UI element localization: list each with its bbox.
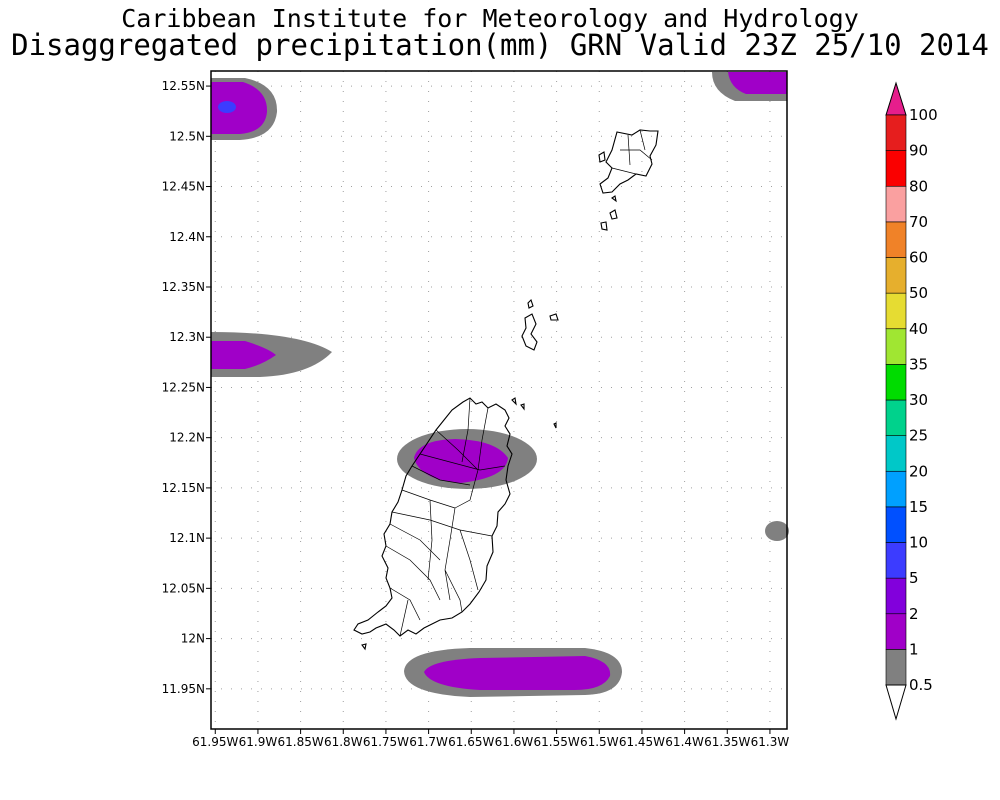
carriacou-parish-lines [611,129,653,175]
lat-tick-label: 12.3N [169,330,205,344]
rain-area-blue [218,101,236,113]
lat-tick-label: 11.95N [162,682,205,696]
colorbar-label: 15 [909,498,928,516]
colorbar-label: 90 [909,142,928,160]
rain-area-gray [765,521,789,541]
colorbar-swatch [885,292,907,330]
colorbar-bottom-arrow [885,684,907,721]
rain-area-purple [728,72,787,94]
colorbar-swatch [885,257,907,294]
colorbar-label: 80 [909,177,928,195]
colorbar-swatch [885,542,907,579]
lon-tick-label: 61.55W [533,735,579,749]
lat-tick-label: 12.25N [162,380,205,394]
carriacou-coastline [599,129,659,194]
colorbar-swatch [885,470,907,508]
colorbar-label: 0.5 [909,676,933,694]
lat-tick-label: 12.4N [169,230,205,244]
colorbar-label: 60 [909,249,928,267]
lat-tick-label: 12.55N [162,79,205,93]
islet [600,221,608,231]
lon-tick-label: 61.6W [495,735,534,749]
colorbar-swatch [885,399,907,436]
lat-tick-label: 12.45N [162,180,205,194]
island-outlines [353,129,659,651]
rain-area-purple [414,439,508,483]
islet [527,298,534,309]
colorbar-label: 30 [909,391,928,409]
colorbar-swatch [885,221,907,258]
rain-area-purple [211,82,268,134]
lat-tick-label: 12.5N [169,129,205,143]
islet [511,397,517,406]
lon-tick-label: 61.35W [704,735,750,749]
rain-area-purple [424,656,611,690]
islet [549,313,559,321]
colorbar-label: 1 [909,640,919,658]
islet [520,403,525,411]
colorbar-swatch [885,613,907,650]
islet [598,151,606,163]
colorbar-label: 100 [909,106,938,124]
lat-tick-label: 12.05N [162,581,205,595]
latitude-labels: 12.55N 12.5N 12.45N 12.4N 12.35N 12.3N 12.25N 1… [162,79,211,696]
chart-title: Caribbean Institute for Meteorology and … [121,4,859,33]
lat-tick-label: 12N [181,632,205,646]
lat-tick-label: 12.35N [162,280,205,294]
colorbar-swatch [885,435,907,472]
grenada-parish-lines [385,397,506,637]
lon-tick-label: 61.65W [448,735,494,749]
islet [553,422,557,429]
colorbar-label: 50 [909,284,928,302]
colorbar-label: 20 [909,462,928,480]
lon-tick-label: 61.7W [409,735,448,749]
ronde-island [521,313,538,351]
lon-tick-label: 61.95W [192,735,238,749]
islet [611,195,617,203]
colorbar-swatch [885,364,907,401]
colorbar-swatch [885,649,907,686]
lat-tick-label: 12.2N [169,431,205,445]
colorbar-label: 25 [909,427,928,445]
lon-tick-label: 61.8W [324,735,363,749]
longitude-labels: 61.95W 61.9W 61.85W 61.8W 61.75W 61.7W 61.65W 6… [192,729,789,749]
lon-tick-label: 61.4W [665,735,704,749]
lon-tick-label: 61.85W [277,735,323,749]
colorbar-swatch [885,577,907,615]
lon-tick-label: 61.75W [363,735,409,749]
chart-subtitle: Disaggregated precipitation(mm) GRN Vali… [11,28,989,62]
lat-tick-label: 12.1N [169,531,205,545]
map-frame [210,70,788,730]
colorbar-label: 5 [909,569,919,587]
colorbar-label: 2 [909,605,919,623]
colorbar-swatch [885,185,907,223]
colorbar-swatch [885,114,907,151]
rain-area-purple [211,341,276,369]
colorbar-swatch [885,150,907,187]
colorbar-label: 35 [909,355,928,373]
colorbar-swatch [885,506,907,543]
islet [361,643,367,651]
lon-tick-label: 61.9W [239,735,278,749]
colorbar-top-arrow [885,81,907,116]
lon-tick-label: 61.45W [619,735,665,749]
map-gridlines [211,71,787,729]
lon-tick-label: 61.3W [751,735,790,749]
colorbar-label: 40 [909,320,928,338]
lat-tick-label: 12.15N [162,481,205,495]
lon-tick-label: 61.5W [580,735,619,749]
colorbar-label: 70 [909,213,928,231]
colorbar-swatch [885,328,907,365]
colorbar-label: 10 [909,534,928,552]
islet [609,209,618,220]
precipitation-areas [211,72,789,697]
